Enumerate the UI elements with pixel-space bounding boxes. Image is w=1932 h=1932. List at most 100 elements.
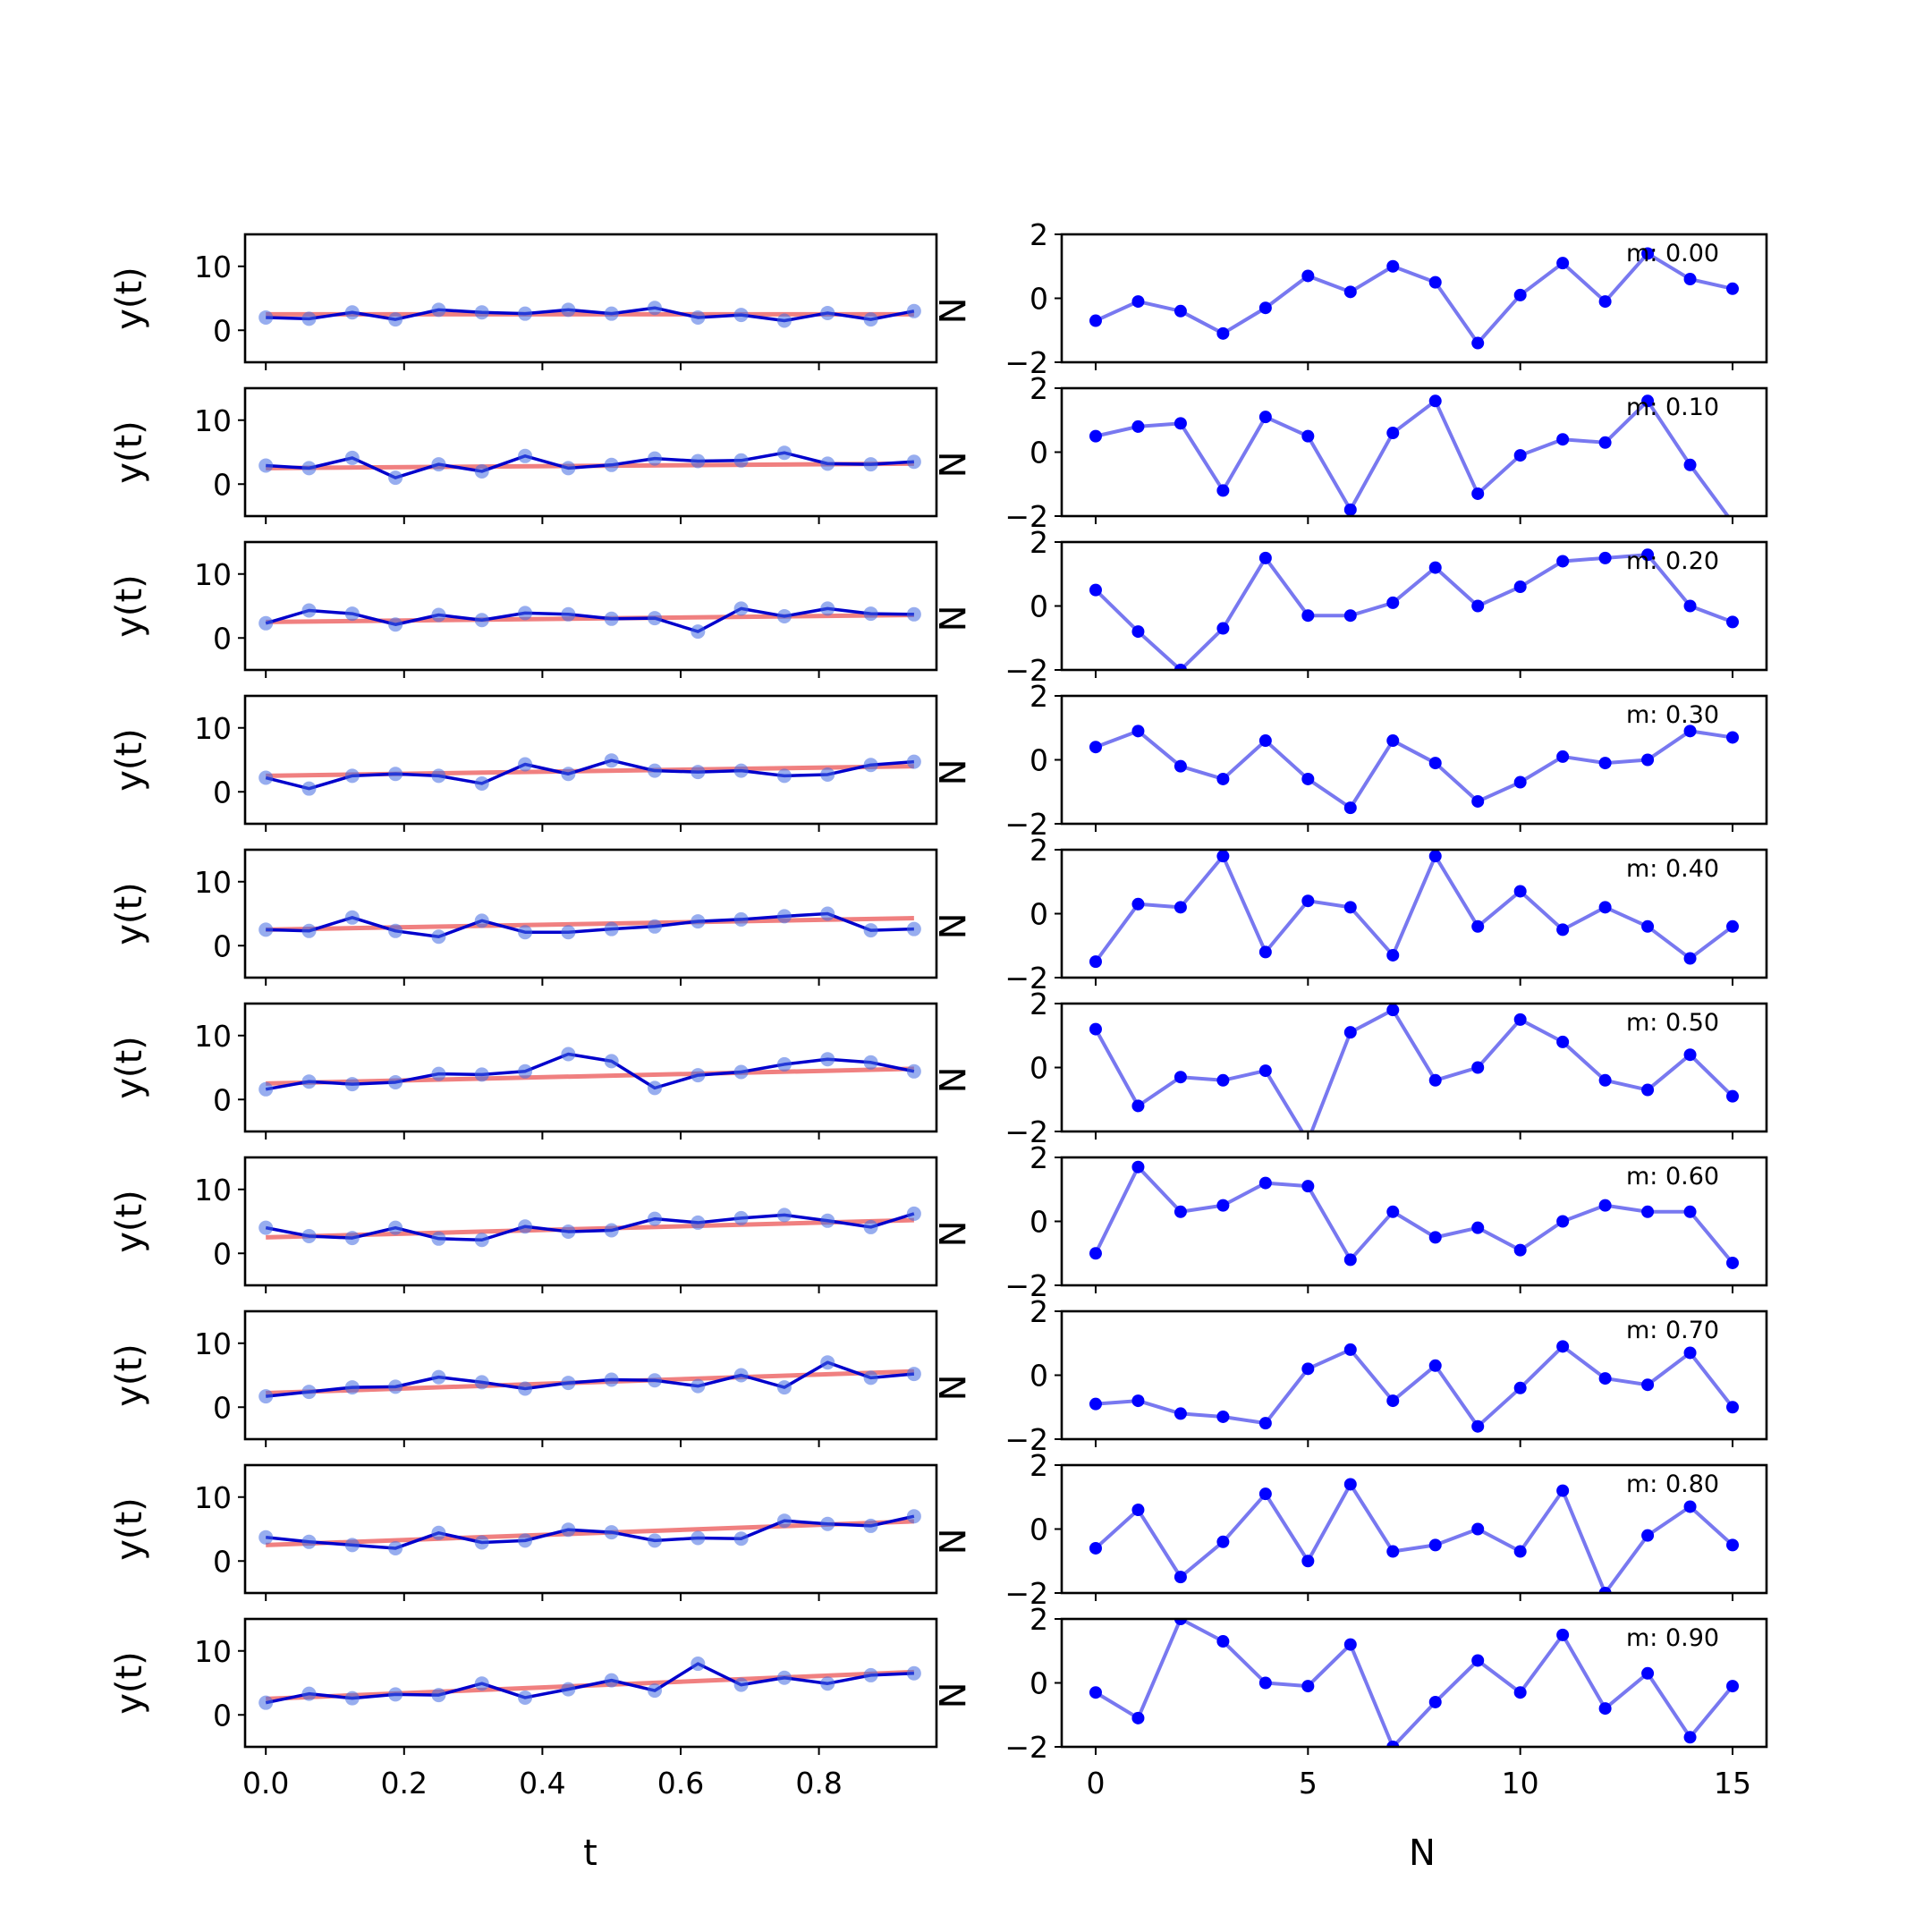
- noise-series-line: [1095, 251, 1733, 345]
- left-panel-0: y(t) 0 10 N: [109, 233, 971, 370]
- data-point: [518, 606, 533, 621]
- noise-point: [1258, 1487, 1272, 1501]
- data-point: [431, 302, 446, 318]
- noise-series: [1089, 1340, 1740, 1433]
- data-point: [863, 1667, 878, 1682]
- right-panel-frame: [1060, 540, 1768, 672]
- noise-point: [1258, 1676, 1272, 1690]
- noise-point: [1598, 1587, 1612, 1593]
- y-tick-label: 10: [194, 1173, 232, 1208]
- y-tick-label: 0: [213, 1236, 232, 1271]
- y-tick-label: 0: [213, 1698, 232, 1733]
- right-panel-frame: [1060, 1002, 1768, 1133]
- right-edge-glyph: N: [930, 913, 971, 940]
- noise-point: [1174, 1407, 1187, 1420]
- noise-point: [1386, 948, 1400, 962]
- y-tick-label: 2: [1030, 679, 1048, 714]
- data-point: [820, 1052, 835, 1067]
- data-point: [863, 606, 878, 622]
- noise-point: [1386, 1205, 1400, 1218]
- noise-point: [1386, 596, 1400, 609]
- data-point: [776, 313, 792, 328]
- noise-series: [1089, 1619, 1740, 1747]
- data-point: [518, 1219, 533, 1234]
- noise-series-line: [1094, 1482, 1734, 1593]
- noise-point: [1726, 282, 1740, 295]
- data-point: [906, 454, 921, 470]
- data-point: [344, 1690, 360, 1706]
- noise-point: [1428, 394, 1442, 408]
- noise-point: [1683, 273, 1697, 286]
- fit-line: [266, 916, 914, 932]
- left-panel-8: y(t) 0 10 N: [109, 1463, 971, 1601]
- noise-series-line: [1094, 1619, 1734, 1747]
- data-point: [258, 1081, 274, 1097]
- data-point: [776, 1056, 792, 1072]
- data-point: [691, 1657, 706, 1672]
- noise-point: [1556, 750, 1570, 763]
- noise-point: [1598, 1199, 1612, 1212]
- data-point: [733, 1531, 749, 1546]
- noise-point: [1683, 458, 1697, 471]
- data-point: [776, 1208, 792, 1223]
- left-panel-frame: [243, 1156, 938, 1287]
- noise-point: [1513, 1381, 1527, 1394]
- y-tick-label: 0: [213, 928, 232, 963]
- left-panel-2: y(t) 0 10 N: [109, 540, 971, 678]
- data-point: [561, 1046, 576, 1062]
- noise-series-line: [1094, 553, 1733, 670]
- y-axis-label: y(t): [109, 1651, 150, 1715]
- noise-point: [1301, 269, 1315, 283]
- data-point: [344, 305, 360, 320]
- data-point: [691, 309, 706, 325]
- left-panel-3: y(t) 0 10 N: [109, 694, 971, 832]
- noise-point: [1089, 1247, 1102, 1260]
- y-axis-label: y(t): [109, 1343, 150, 1407]
- noise-point: [1174, 901, 1187, 914]
- noise-point: [1641, 247, 1655, 260]
- noise-point: [1726, 1256, 1740, 1269]
- right-edge-glyph: N: [930, 1067, 971, 1094]
- noise-point: [1131, 1504, 1145, 1517]
- slope-annotation: m: 0.10: [1626, 394, 1719, 421]
- noise-point: [1089, 429, 1102, 443]
- noise-point: [1131, 1394, 1145, 1408]
- right-panel-frame: [1060, 848, 1768, 979]
- noise-point: [1471, 487, 1485, 500]
- y-tick-label: 2: [1030, 1140, 1048, 1175]
- noise-point: [1598, 1372, 1612, 1385]
- noise-point: [1726, 1089, 1740, 1103]
- slope-annotation: m: 0.40: [1626, 855, 1719, 883]
- data-point: [863, 923, 878, 938]
- noise-series: [1089, 394, 1731, 516]
- data-point: [561, 1376, 576, 1391]
- slope-annotation: m: 0.20: [1626, 547, 1719, 575]
- noise-point: [1471, 919, 1485, 933]
- data-point: [258, 309, 274, 325]
- y-tick-label: −2: [1004, 1576, 1048, 1611]
- data-point: [863, 1219, 878, 1234]
- data-point: [863, 1518, 878, 1533]
- fit-line: [266, 613, 914, 624]
- data-point: [561, 461, 576, 476]
- right-edge-glyph: N: [930, 606, 971, 632]
- y-tick-label: 2: [1030, 1294, 1048, 1329]
- noise-point: [1471, 599, 1485, 613]
- data-point: [258, 1530, 274, 1545]
- noise-point: [1301, 1180, 1315, 1193]
- y-tick-label: 0: [213, 467, 232, 502]
- noise-point: [1343, 503, 1357, 516]
- data-point: [604, 1372, 619, 1387]
- data-point: [474, 913, 489, 928]
- noise-series-line: [1094, 1008, 1734, 1131]
- data-point: [258, 1695, 274, 1710]
- right-edge-glyph: N: [930, 1529, 971, 1555]
- data-point: [561, 1522, 576, 1538]
- noise-point: [1556, 257, 1570, 270]
- data-point: [301, 461, 317, 476]
- y-tick-label: −2: [1004, 653, 1048, 688]
- data-point: [561, 1224, 576, 1239]
- data-point: [733, 453, 749, 468]
- right-edge-glyph: N: [930, 1682, 971, 1709]
- noise-point: [1258, 1417, 1272, 1430]
